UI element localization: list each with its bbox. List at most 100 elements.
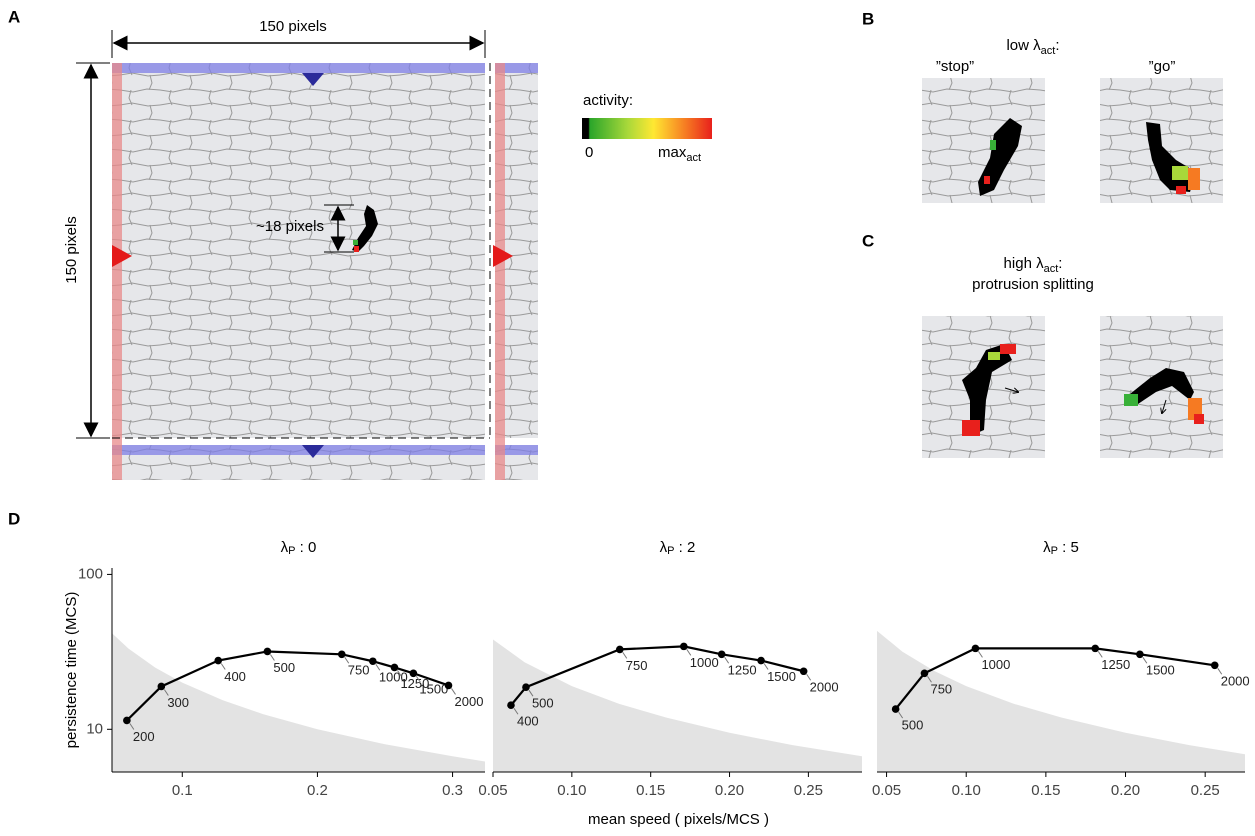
shaded-region: [877, 630, 1245, 772]
triangle: [112, 245, 132, 267]
x-tick-label: 0.25: [794, 782, 823, 799]
panel-b: B low λact: ”stop” ”go”: [862, 9, 1223, 203]
point-label: 1000: [981, 657, 1010, 672]
leader-line: [622, 652, 628, 659]
leader-line: [724, 657, 730, 664]
point-label: 1250: [1101, 657, 1130, 672]
panel-label: D: [8, 509, 20, 528]
title-subscript: P: [1051, 545, 1058, 557]
boundary-strip: [495, 63, 505, 480]
cell-activity: [1172, 166, 1188, 180]
panel-label: C: [862, 231, 874, 250]
data-point: [615, 645, 624, 654]
data-point: [1136, 650, 1144, 659]
x-tick-label: 0.2: [307, 782, 328, 799]
data-point: [390, 663, 399, 672]
title-rest: : 2: [674, 539, 695, 556]
cell: [352, 205, 378, 252]
point-label: 500: [902, 718, 924, 733]
leader-line: [129, 723, 135, 730]
y-tick-label: 100: [78, 565, 103, 582]
caption: ”stop”: [936, 58, 974, 75]
cell-activity: [988, 352, 1000, 360]
panel-c: C high λact: protrusion splitting: [862, 231, 1223, 458]
point-label: 1250: [728, 663, 757, 678]
leader-line: [528, 689, 534, 697]
colorbar-label: maxact: [658, 144, 701, 164]
leader-line: [163, 689, 169, 696]
x-axis-label: mean speed ( pixels/MCS ): [588, 811, 769, 828]
title-symbol: λ: [281, 539, 289, 556]
leader-line: [451, 688, 456, 695]
triangle: [493, 245, 513, 267]
data-point: [757, 656, 765, 665]
point-label: 750: [930, 682, 952, 697]
x-tick-label: 0.10: [557, 782, 586, 799]
data-point: [369, 657, 377, 666]
point-label: 750: [626, 658, 648, 673]
data-point: [1210, 661, 1219, 670]
dimension-label: 150 pixels: [259, 18, 327, 35]
point-label: 300: [167, 695, 189, 710]
data-point: [971, 644, 980, 653]
cell-activity: [984, 176, 990, 184]
leader-line: [220, 663, 226, 670]
x-tick-label: 0.25: [1191, 782, 1220, 799]
x-tick-label: 0.05: [872, 782, 901, 799]
panel-label: A: [8, 7, 20, 26]
y-axis-label: persistence time (MCS): [63, 592, 80, 749]
data-point: [920, 669, 929, 678]
x-tick-label: 0.05: [478, 782, 507, 799]
leader-line: [1142, 657, 1148, 664]
point-label: 1500: [1146, 663, 1175, 678]
leader-line: [270, 654, 275, 661]
point-label: 750: [348, 663, 370, 678]
leader-line: [415, 675, 421, 683]
chart-title: λP : 0: [281, 539, 317, 557]
data-point: [717, 650, 726, 659]
direction-arrow: [1004, 387, 1018, 392]
legend-title: activity:: [583, 92, 633, 109]
triangle: [302, 73, 324, 86]
leader-line: [763, 663, 769, 670]
boundary-strip: [495, 445, 538, 455]
data-point: [337, 650, 346, 659]
caption: ”go”: [1149, 58, 1176, 75]
panel-title: low λact:: [1006, 37, 1059, 57]
data-point: [507, 701, 515, 710]
point-label: 500: [273, 660, 295, 675]
cell-activity: [353, 240, 358, 245]
boundary-strip: [495, 63, 538, 73]
text: high λ: [1004, 255, 1045, 272]
point-label: 2000: [455, 694, 484, 709]
cell-activity: [1188, 168, 1200, 190]
point-label: 500: [532, 696, 554, 711]
panel-title: high λact:: [1004, 255, 1063, 275]
subscript: act: [1044, 263, 1059, 275]
data-point: [1091, 644, 1100, 653]
text: max: [658, 144, 687, 161]
point-label: 1500: [767, 669, 796, 684]
leader-line: [375, 663, 381, 671]
triangle: [302, 445, 324, 458]
x-tick-label: 0.20: [1111, 782, 1140, 799]
data-point: [214, 656, 223, 665]
leader-line: [898, 711, 904, 719]
title-symbol: λ: [1043, 539, 1051, 556]
x-tick-label: 0.3: [442, 782, 463, 799]
panel-label: B: [862, 9, 874, 28]
text: :: [1055, 37, 1059, 54]
data-point: [123, 716, 131, 725]
point-label: 2000: [810, 680, 839, 695]
data-point: [409, 669, 418, 678]
cell: [962, 344, 1012, 436]
title-symbol: λ: [660, 539, 668, 556]
cell-activity: [962, 420, 980, 436]
cell-activity: [1124, 394, 1138, 406]
leader-line: [513, 707, 519, 715]
point-label: 400: [517, 714, 539, 729]
point-label: 2000: [1221, 674, 1250, 689]
leader-line: [1217, 668, 1223, 675]
